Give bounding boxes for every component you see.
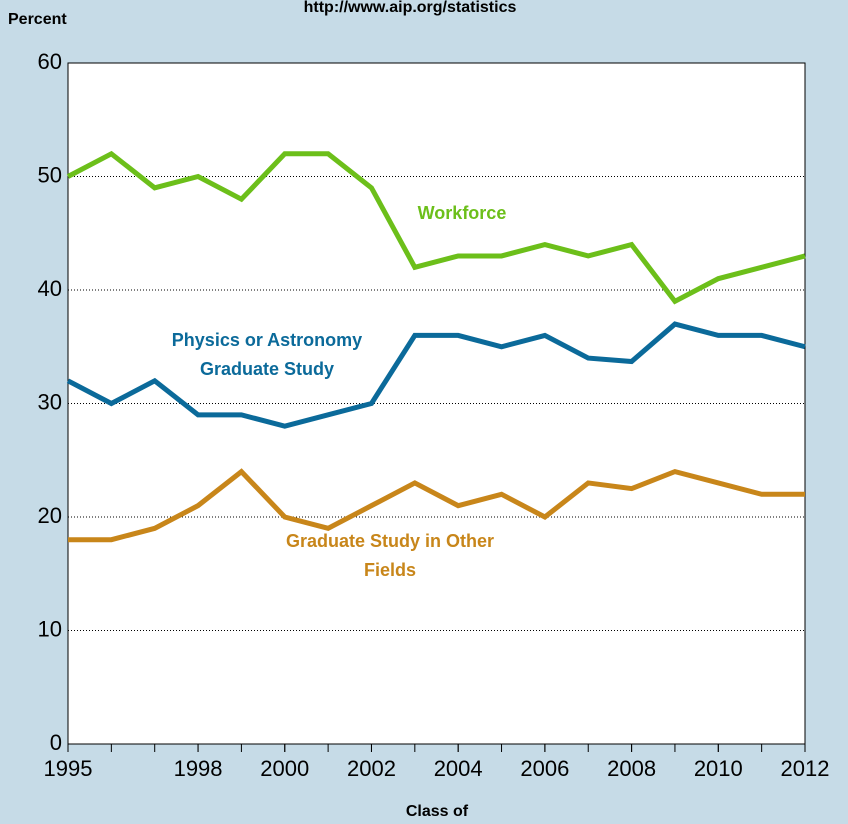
plot-area — [68, 63, 805, 744]
x-tick-label: 2008 — [607, 756, 656, 781]
x-tick-label: 2012 — [781, 756, 830, 781]
x-tick-label: 2002 — [347, 756, 396, 781]
x-axis-label: Class of — [406, 803, 469, 820]
series-line — [66, 150, 806, 305]
series-line — [68, 468, 805, 543]
y-tick-label: 10 — [38, 616, 62, 641]
series-label: Physics or Astronomy Graduate Study — [171, 330, 363, 379]
y-tick-label: 60 — [38, 49, 62, 74]
x-tick-label: 2004 — [434, 756, 483, 781]
y-axis-label: Percent — [8, 11, 67, 28]
x-tick-label: 2010 — [694, 756, 743, 781]
series-line — [66, 321, 806, 429]
y-tick-label: 20 — [38, 503, 62, 528]
y-tick-label: 50 — [38, 162, 62, 187]
x-tick-label: 2006 — [520, 756, 569, 781]
x-tick-label: 1998 — [174, 756, 223, 781]
plot-frame — [67, 62, 806, 745]
source: http://www.aip.org/statistics — [304, 0, 517, 16]
series-label: Workforce — [417, 202, 507, 223]
y-tick-label: 0 — [50, 730, 62, 755]
series-label: Graduate Study in Other Fields — [285, 531, 495, 580]
y-tick-label: 40 — [38, 276, 62, 301]
y-tick-label: 30 — [38, 389, 62, 414]
x-tick-label: 1995 — [44, 756, 93, 781]
x-tick-label: 2000 — [260, 756, 309, 781]
